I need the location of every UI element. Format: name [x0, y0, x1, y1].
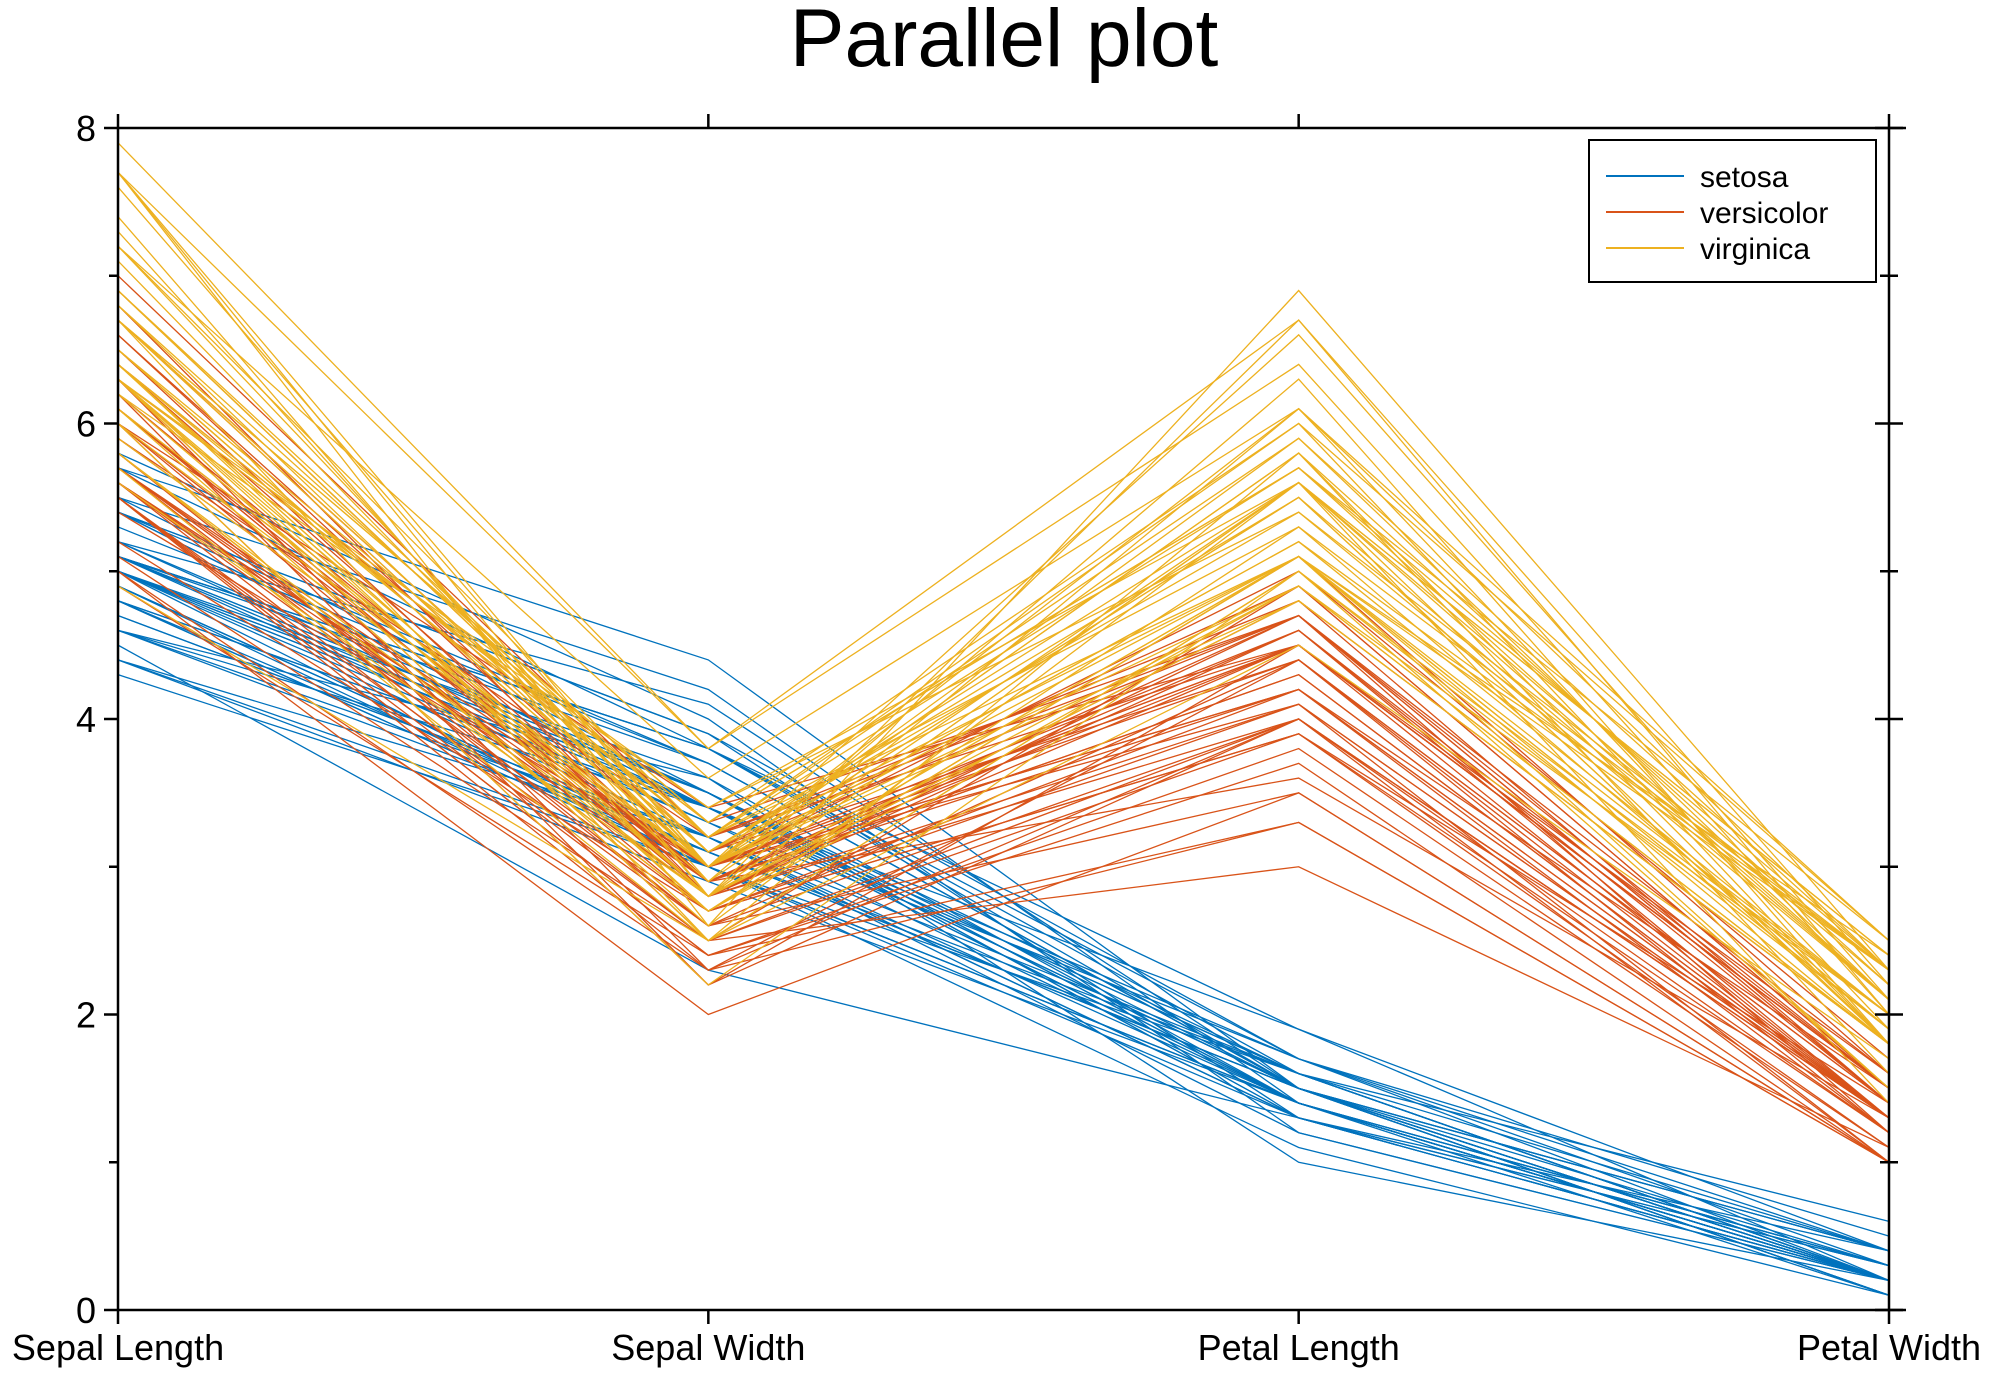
series-line-virginica: [117, 171, 1890, 1015]
x-tick-label: Sepal Width: [611, 1327, 805, 1368]
series-line-virginica: [117, 393, 1890, 971]
y-tick-label: 0: [76, 1290, 96, 1331]
legend-label-versicolor: versicolor: [1700, 197, 1828, 230]
series-line-virginica: [117, 423, 1890, 1089]
y-tick-label: 6: [76, 404, 96, 445]
y-tick-label: 8: [76, 108, 96, 149]
series-line-versicolor: [117, 496, 1890, 1163]
series-line-versicolor: [117, 555, 1890, 1149]
y-tick-label: 4: [76, 699, 96, 740]
legend-label-virginica: virginica: [1700, 233, 1810, 266]
series-line-virginica: [117, 363, 1890, 986]
data-lines: [117, 142, 1890, 1296]
series-line-virginica: [117, 171, 1890, 986]
legend-label-setosa: setosa: [1700, 161, 1789, 194]
series-line-virginica: [117, 319, 1890, 942]
x-tick-label: Sepal Length: [12, 1327, 224, 1368]
chart-title: Parallel plot: [790, 0, 1219, 84]
x-tick-label: Petal Width: [1797, 1327, 1981, 1368]
series-line-virginica: [117, 585, 1890, 1060]
axes: Sepal Length Sepal Width Petal Length Petal…: [12, 108, 1981, 1368]
series-line-virginica: [117, 304, 1890, 971]
series-line-virginica: [117, 245, 1890, 942]
series-line-virginica: [117, 437, 1890, 1045]
series-line-virginica: [117, 349, 1890, 1016]
y-tick-label: 2: [76, 995, 96, 1036]
series-line-versicolor: [117, 570, 1890, 1163]
series-line-virginica: [117, 319, 1890, 956]
series-line-versicolor: [117, 496, 1890, 1119]
series-line-virginica: [117, 452, 1890, 1030]
x-tick-label: Petal Length: [1198, 1327, 1400, 1368]
